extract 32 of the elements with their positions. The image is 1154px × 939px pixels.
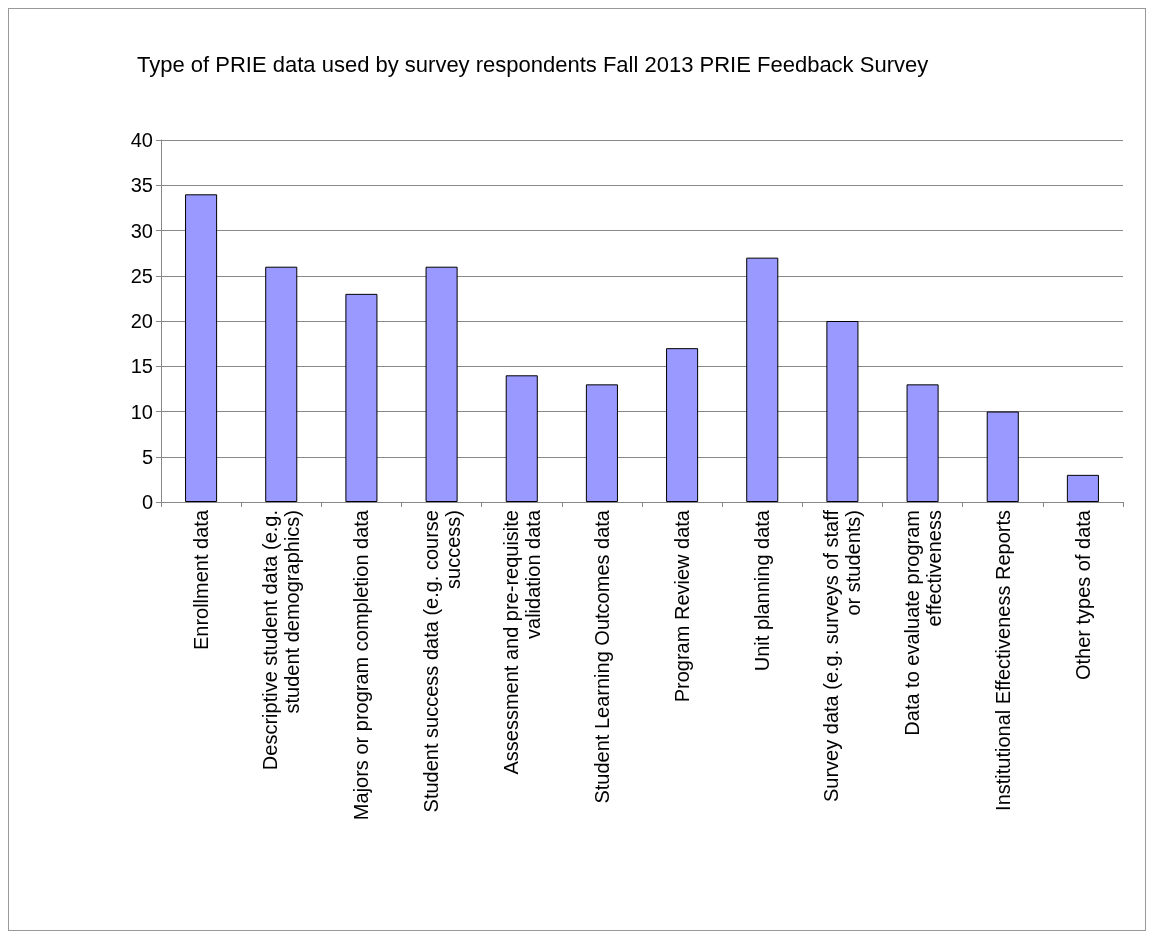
x-tick-label: Student Learning Outcomes data (590, 509, 613, 804)
y-tick-label: 35 (130, 174, 153, 197)
y-tick-label: 10 (130, 400, 153, 423)
y-tick-label: 15 (130, 355, 153, 378)
x-tick-label: Majors or program completion data (350, 509, 373, 821)
bar (505, 375, 538, 502)
bar (265, 266, 298, 502)
bar (425, 266, 458, 502)
bar (345, 293, 378, 502)
y-tick-label: 20 (130, 310, 153, 332)
chart-title: Type of PRIE data used by survey respondents Fall 2013 PRIE Feedback Survey (137, 51, 929, 77)
y-tick-label: 40 (130, 129, 153, 151)
x-tick-label: Unit planning data (751, 509, 774, 672)
bar (986, 411, 1019, 502)
x-tick-label: Descriptive student data (e.g. student demographics) (259, 510, 304, 771)
y-tick-label: 25 (130, 264, 153, 287)
x-tick-label: Survey data (e.g. surveys of staff or students) (820, 509, 865, 802)
x-tick-label: Enrollment data (190, 509, 213, 651)
bar (185, 194, 218, 502)
x-tick-label: Other types of data (1071, 509, 1094, 681)
x-tick-label: Student success data (e.g. course success) (419, 510, 464, 813)
bar (585, 384, 618, 502)
bar (746, 257, 779, 502)
bar (666, 348, 699, 502)
x-tick-label: Program Review data (671, 509, 694, 703)
bar (826, 321, 859, 502)
x-tick-label: Institutional Effectiveness Reports (991, 510, 1014, 811)
y-tick-label: 5 (141, 445, 153, 468)
bar (906, 384, 939, 502)
y-tick-label: 0 (141, 491, 153, 513)
y-tick-label: 30 (130, 219, 153, 242)
bar (1066, 474, 1099, 502)
